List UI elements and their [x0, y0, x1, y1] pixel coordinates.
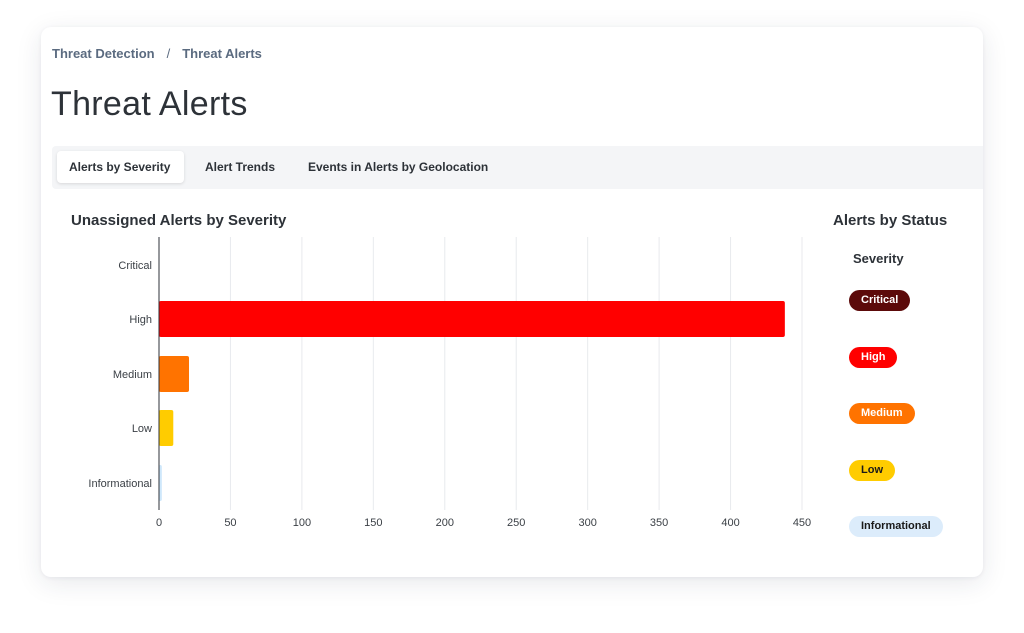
chart-bars [159, 301, 785, 501]
tab-events-by-geolocation[interactable]: Events in Alerts by Geolocation [308, 160, 489, 174]
x-tick-label: 0 [156, 517, 162, 529]
chart-tick-labels: 0 50 100 150 200 250 300 350 400 450 [156, 517, 811, 529]
chart-gridlines [229, 237, 803, 510]
status-pill-medium[interactable]: Medium [849, 403, 915, 424]
status-severity-header: Severity [853, 251, 904, 266]
status-pill-critical[interactable]: Critical [849, 290, 911, 311]
x-tick-label: 300 [578, 517, 596, 529]
breadcrumb: Threat Detection / Threat Alerts [52, 46, 262, 61]
category-label-low: Low [132, 423, 152, 435]
bar-low[interactable] [159, 410, 174, 446]
x-tick-label: 150 [364, 517, 382, 529]
status-pill-informational[interactable]: Informational [849, 516, 943, 537]
category-label-critical: Critical [118, 260, 152, 272]
chart-category-labels: Critical High Medium Low Informational [88, 260, 152, 490]
tab-alerts-by-severity[interactable]: Alerts by Severity [57, 151, 184, 183]
page-title: Threat Alerts [51, 85, 248, 123]
x-tick-label: 50 [224, 517, 236, 529]
breadcrumb-threat-alerts: Threat Alerts [182, 46, 262, 61]
severity-bar-chart: Critical High Medium Low Informational 0 50 10… [88, 237, 811, 529]
chart-title: Unassigned Alerts by Severity [71, 212, 287, 229]
x-tick-label: 250 [507, 517, 525, 529]
bar-medium[interactable] [159, 356, 190, 392]
breadcrumb-threat-detection[interactable]: Threat Detection [52, 46, 155, 61]
bar-high[interactable] [159, 301, 785, 337]
x-tick-label: 350 [650, 517, 668, 529]
tab-alert-trends[interactable]: Alert Trends [205, 160, 276, 174]
x-tick-label: 100 [293, 517, 311, 529]
category-label-informational: Informational [88, 478, 152, 490]
threat-alerts-card: Threat Detection / Threat Alerts Threat … [41, 27, 983, 577]
breadcrumb-separator: / [166, 46, 171, 61]
status-pill-high[interactable]: High [849, 347, 898, 368]
bar-informational[interactable] [159, 465, 162, 501]
x-tick-label: 450 [793, 517, 811, 529]
status-pill-low[interactable]: Low [849, 460, 895, 481]
x-tick-label: 200 [436, 517, 454, 529]
category-label-medium: Medium [113, 369, 152, 381]
category-label-high: High [129, 314, 152, 326]
status-panel-title: Alerts by Status [833, 212, 948, 229]
x-tick-label: 400 [721, 517, 739, 529]
tab-bar: Alerts by Severity Alert Trends Events i… [52, 146, 983, 189]
